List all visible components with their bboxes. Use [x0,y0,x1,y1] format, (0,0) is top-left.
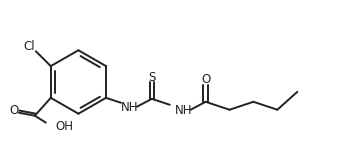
Text: O: O [201,73,210,86]
Text: NH: NH [121,101,139,114]
Text: NH: NH [175,104,193,117]
Text: OH: OH [56,120,74,133]
Text: O: O [9,104,19,117]
Text: Cl: Cl [23,40,35,53]
Text: S: S [148,70,155,84]
